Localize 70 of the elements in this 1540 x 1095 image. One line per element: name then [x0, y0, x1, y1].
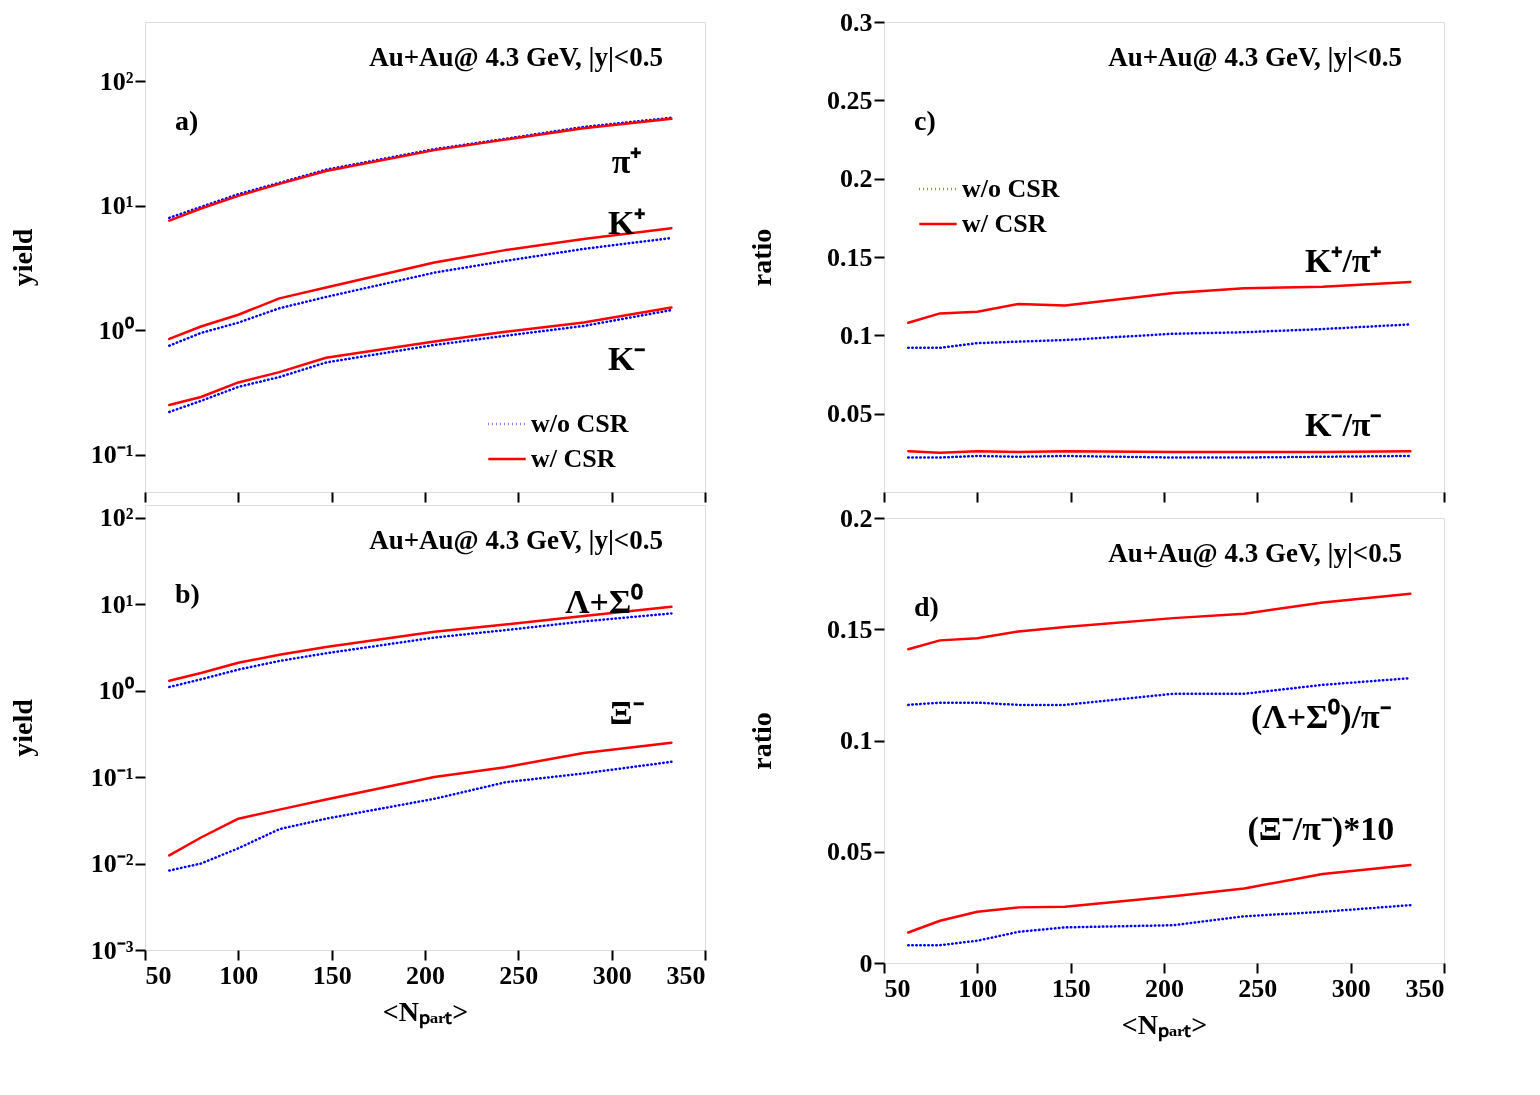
x-tick-label: 350	[666, 960, 706, 990]
annotation: d)	[914, 591, 939, 622]
x-tick-label: 300	[1331, 973, 1371, 1003]
annotation: Au+Au@ 4.3 GeV, |y|<0.5	[369, 525, 663, 555]
y-tick-label: 0.1	[840, 320, 873, 350]
y-tick-label: 10¹	[99, 191, 134, 221]
y-tick-label: 10⁻²	[90, 849, 134, 879]
y-tick-label: 0.3	[840, 7, 873, 37]
y-tick-label: 0.25	[827, 85, 873, 115]
y-tick-label: 0	[859, 948, 873, 978]
y-tick-label: 0.15	[827, 614, 873, 644]
annotation: b)	[175, 578, 200, 609]
annotation: K⁻/π⁻	[1304, 406, 1382, 444]
x-axis-title: <Nₚₐᵣₜ>	[1121, 1008, 1208, 1042]
annotation: Λ+Σ⁰	[565, 582, 644, 620]
annotation: Au+Au@ 4.3 GeV, |y|<0.5	[1108, 42, 1402, 72]
annotation: c)	[914, 105, 936, 136]
line-series	[168, 612, 673, 689]
annotation: a)	[175, 105, 199, 136]
annotation: K⁻	[607, 340, 646, 378]
line-series	[907, 863, 1412, 934]
annotation: Ξ⁻	[609, 694, 644, 732]
x-tick-label: 250	[1238, 973, 1278, 1003]
annotation: (Ξ⁻/π⁻)*10	[1247, 809, 1395, 848]
y-tick-label: 10⁰	[98, 315, 135, 345]
legend-label: w/ CSR	[531, 444, 616, 473]
x-tick-label: 100	[958, 973, 998, 1003]
y-axis-title: ratio	[745, 228, 777, 287]
legend-label: w/o CSR	[962, 174, 1060, 203]
y-tick-label: 10⁰	[98, 676, 135, 706]
legend-label: w/o CSR	[531, 409, 629, 438]
x-tick-label: 150	[1051, 973, 1091, 1003]
y-tick-label: 0.05	[827, 399, 873, 429]
y-tick-label: 0.2	[840, 503, 873, 533]
annotation: Au+Au@ 4.3 GeV, |y|<0.5	[1108, 538, 1402, 568]
y-axis-title: yield	[6, 698, 38, 757]
line-series	[907, 903, 1412, 947]
line-series	[168, 741, 673, 857]
x-tick-label: 200	[1145, 973, 1184, 1003]
x-tick-label: 200	[406, 960, 445, 990]
annotation: (Λ+Σ⁰)/π⁻	[1250, 698, 1391, 737]
annotation: Au+Au@ 4.3 GeV, |y|<0.5	[369, 42, 663, 72]
y-tick-label: 0.2	[840, 164, 873, 194]
annotation: π⁺	[611, 143, 642, 180]
y-tick-label: 0.15	[827, 242, 873, 272]
y-tick-label: 10¹	[99, 589, 134, 619]
line-series	[907, 280, 1412, 325]
y-tick-label: 0.1	[840, 726, 873, 755]
legend-label: w/ CSR	[962, 209, 1047, 238]
y-axis-title: yield	[6, 228, 38, 287]
y-tick-label: 10²	[99, 66, 134, 96]
line-series	[907, 323, 1412, 350]
y-tick-label: 10⁻³	[90, 935, 134, 965]
x-tick-label: 50	[145, 960, 172, 990]
x-tick-label: 350	[1405, 973, 1445, 1003]
annotation: K⁺	[607, 204, 646, 242]
y-axis-title: ratio	[745, 712, 777, 770]
x-tick-label: 150	[312, 960, 352, 990]
y-tick-label: 10⁻¹	[90, 762, 134, 792]
y-tick-label: 0.05	[827, 837, 873, 867]
x-tick-label: 300	[592, 960, 632, 990]
line-series	[168, 760, 673, 872]
x-tick-label: 250	[499, 960, 539, 990]
x-axis-title: <Nₚₐᵣₜ>	[382, 995, 469, 1029]
y-tick-label: 10⁻¹	[90, 440, 134, 470]
x-tick-label: 50	[884, 973, 911, 1003]
x-tick-label: 100	[219, 960, 259, 990]
y-tick-label: 10²	[99, 503, 134, 533]
line-series	[907, 592, 1412, 651]
annotation: K⁺/π⁺	[1304, 241, 1382, 279]
